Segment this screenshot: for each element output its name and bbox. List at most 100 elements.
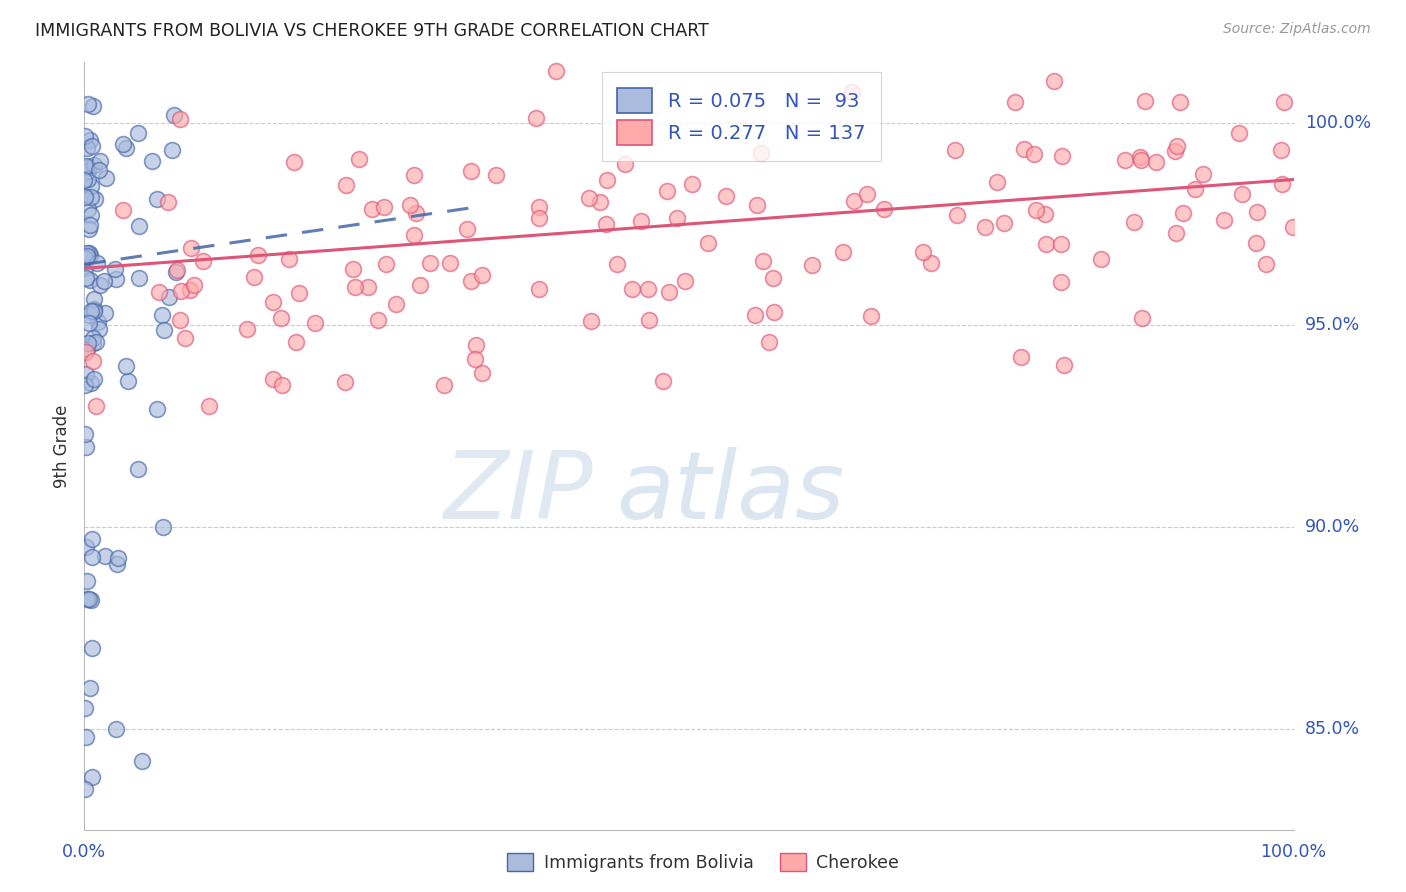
- Text: 85.0%: 85.0%: [1305, 720, 1360, 738]
- Point: [146, 192, 169, 206]
- Point: [658, 285, 681, 300]
- Point: [1168, 95, 1191, 110]
- Text: IMMIGRANTS FROM BOLIVIA VS CHEROKEE 9TH GRADE CORRELATION CHART: IMMIGRANTS FROM BOLIVIA VS CHEROKEE 9TH …: [35, 22, 709, 40]
- Point: [1192, 167, 1215, 181]
- Point: [80, 208, 103, 222]
- Point: [673, 274, 696, 288]
- Point: [179, 283, 201, 297]
- Point: [83, 292, 105, 306]
- Point: [115, 359, 138, 373]
- Point: [115, 141, 138, 155]
- Point: [107, 551, 129, 566]
- Point: [75, 128, 97, 143]
- Point: [595, 217, 617, 231]
- Point: [150, 308, 173, 322]
- Point: [402, 168, 425, 182]
- Point: [75, 701, 97, 715]
- Point: [80, 770, 103, 784]
- Point: [80, 179, 103, 194]
- Point: [89, 277, 111, 292]
- Point: [83, 304, 105, 318]
- Point: [76, 245, 98, 260]
- Point: [198, 399, 221, 413]
- Point: [80, 376, 103, 390]
- Point: [82, 640, 104, 655]
- Point: [1025, 203, 1047, 218]
- Point: [589, 194, 612, 209]
- Point: [84, 399, 107, 413]
- Point: [152, 323, 174, 337]
- Point: [180, 241, 202, 255]
- Point: [409, 277, 432, 292]
- Point: [80, 304, 103, 318]
- Point: [169, 112, 191, 126]
- Point: [75, 345, 97, 359]
- Point: [485, 169, 508, 183]
- Point: [375, 256, 398, 270]
- Point: [174, 331, 197, 345]
- Point: [1033, 207, 1056, 221]
- Point: [163, 108, 186, 122]
- Point: [284, 334, 307, 349]
- Point: [544, 64, 567, 78]
- Text: 0.0%: 0.0%: [62, 843, 107, 862]
- Point: [82, 331, 104, 345]
- Point: [73, 190, 96, 204]
- Point: [460, 274, 482, 288]
- Point: [75, 271, 97, 285]
- Point: [342, 262, 364, 277]
- Point: [620, 282, 643, 296]
- Point: [752, 253, 775, 268]
- Point: [157, 290, 180, 304]
- Point: [128, 270, 150, 285]
- Point: [637, 313, 659, 327]
- Point: [405, 206, 427, 220]
- Text: atlas: atlas: [616, 447, 845, 538]
- Point: [1271, 178, 1294, 192]
- Point: [75, 730, 97, 744]
- Point: [335, 178, 357, 193]
- Point: [1004, 95, 1026, 109]
- Point: [104, 261, 127, 276]
- Point: [93, 549, 115, 564]
- Text: 95.0%: 95.0%: [1305, 316, 1360, 334]
- Point: [873, 202, 896, 216]
- Point: [920, 256, 942, 270]
- Point: [335, 376, 357, 390]
- Point: [1213, 213, 1236, 227]
- Point: [1230, 187, 1253, 202]
- Point: [75, 378, 97, 392]
- Point: [89, 153, 111, 168]
- Point: [747, 198, 769, 212]
- Point: [527, 201, 550, 215]
- Point: [361, 202, 384, 217]
- Point: [373, 200, 395, 214]
- Point: [77, 336, 100, 351]
- Point: [166, 263, 188, 277]
- Point: [579, 314, 602, 328]
- Point: [156, 195, 179, 210]
- Point: [83, 158, 105, 172]
- Point: [943, 143, 966, 157]
- Point: [800, 259, 823, 273]
- Point: [1129, 150, 1152, 164]
- Point: [993, 216, 1015, 230]
- Point: [77, 171, 100, 186]
- Point: [1256, 257, 1278, 271]
- Point: [93, 306, 115, 320]
- Point: [595, 172, 617, 186]
- Point: [527, 282, 550, 296]
- Text: Source: ZipAtlas.com: Source: ZipAtlas.com: [1223, 22, 1371, 37]
- Point: [357, 280, 380, 294]
- Point: [148, 285, 170, 299]
- Point: [1184, 182, 1206, 196]
- Point: [456, 222, 478, 236]
- Point: [856, 187, 879, 202]
- Point: [271, 378, 294, 392]
- Point: [912, 245, 935, 260]
- Point: [243, 270, 266, 285]
- Point: [76, 343, 98, 357]
- Point: [262, 372, 284, 386]
- Point: [986, 175, 1008, 189]
- Point: [79, 593, 101, 607]
